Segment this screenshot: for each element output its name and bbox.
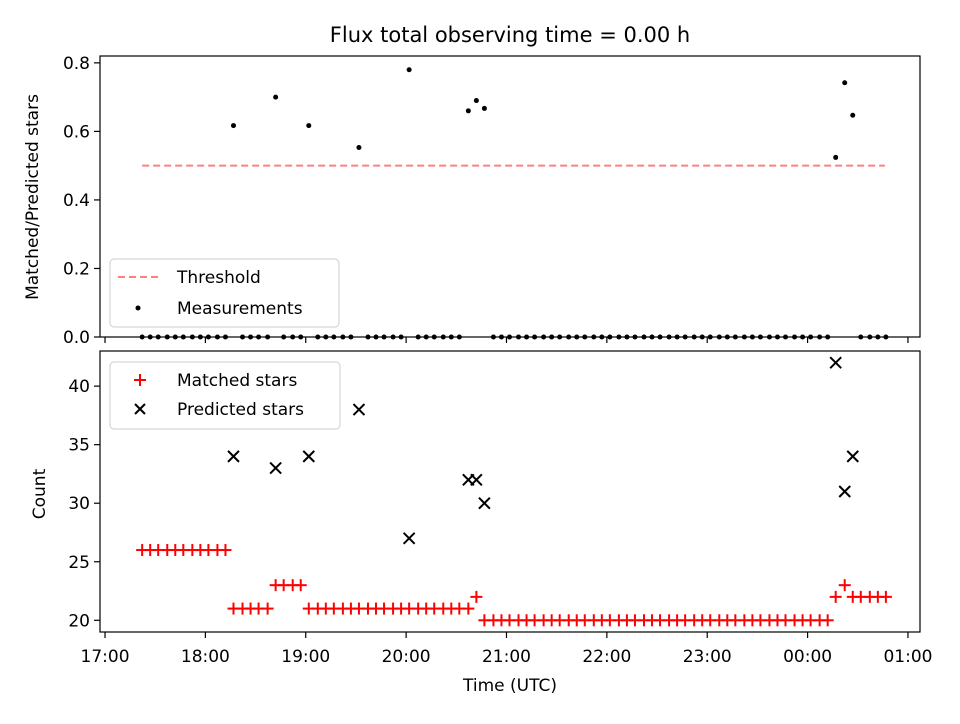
y-tick-label: 25 (68, 553, 90, 573)
x-tick-label: 22:00 (582, 647, 631, 667)
matched-star-point (821, 614, 834, 627)
measurement-point (473, 98, 479, 104)
matched-star-point (829, 590, 842, 603)
predicted-star-point (470, 473, 483, 486)
x-tick-label: 18:00 (181, 647, 230, 667)
predicted-star-point (838, 485, 851, 498)
matched-star-point (462, 602, 475, 615)
y-tick-label: 0.2 (63, 259, 90, 279)
bottom-legend: Matched stars Predicted stars (109, 361, 341, 430)
legend-measurements-label: Measurements (177, 299, 303, 319)
bottom-legend-frame (109, 361, 341, 430)
bottom-axes: 20 25 30 35 40 17:00 18:00 19:00 20:00 21:00 22:00… (68, 350, 932, 667)
y-tick-label: 20 (68, 611, 90, 631)
predicted-star-point (402, 532, 416, 545)
top-axes: 0.0 0.2 0.4 0.6 0.8 (63, 54, 921, 348)
predicted-star-point (227, 450, 240, 463)
measurement-point (356, 144, 362, 150)
predicted-star-point (269, 461, 282, 475)
predicted-star-point (302, 450, 315, 463)
x-tick-label: 00:00 (783, 647, 832, 667)
legend-predicted-swatch (134, 403, 146, 415)
plot-frame (99, 55, 921, 338)
legend-measurements-swatch (135, 305, 141, 311)
predicted-star-point (478, 497, 491, 510)
plot-frame (99, 350, 921, 633)
y-tick-label: 40 (68, 377, 90, 397)
matched-star-point (838, 579, 851, 592)
measurement-point (850, 112, 856, 118)
x-tick-label: 20:00 (382, 647, 431, 667)
legend-predicted-label: Predicted stars (177, 400, 304, 420)
matched-star-point (470, 590, 483, 603)
y-tick-label: 0.6 (63, 122, 90, 142)
x-tick-label: 17:00 (81, 647, 130, 667)
x-tick-label: 23:00 (683, 647, 732, 667)
y-tick-label: 30 (68, 494, 90, 514)
x-tick-label: 19:00 (281, 647, 330, 667)
predicted-star-point (829, 356, 842, 369)
legend-matched-swatch (134, 374, 146, 386)
predicted-star-point (846, 450, 859, 463)
chart-title: Flux total observing time = 0.00 h (330, 23, 690, 47)
measurement-point (842, 80, 848, 86)
ratio-panel: Flux total observing time = 0.00 h Match… (23, 23, 921, 348)
measurement-point (481, 105, 487, 111)
matched-star-point (879, 590, 892, 603)
measurement-point (833, 154, 839, 160)
matched-star-point (219, 544, 232, 557)
top-y-axis-label: Matched/Predicted stars (23, 94, 43, 300)
count-panel: Count Time (UTC) 20 25 30 35 40 17:00 18:00 19:… (30, 350, 932, 696)
measurement-point (406, 67, 412, 73)
y-tick-label: 0.8 (63, 54, 90, 74)
y-tick-label: 35 (68, 436, 90, 456)
measurement-point (306, 123, 312, 129)
top-plot-marks (139, 67, 889, 340)
legend-threshold-label: Threshold (176, 268, 261, 288)
predicted-star-point (352, 403, 366, 416)
x-tick-label: 21:00 (482, 647, 531, 667)
top-legend: Threshold Measurements (109, 258, 340, 328)
top-legend-frame (109, 258, 340, 328)
matched-star-point (261, 602, 274, 615)
y-tick-label: 0.0 (63, 328, 90, 348)
measurement-point (273, 94, 279, 100)
x-tick-label: 01:00 (883, 647, 932, 667)
bottom-y-axis-label: Count (30, 468, 50, 519)
matched-star-point (294, 579, 307, 592)
legend-matched-label: Matched stars (177, 371, 297, 391)
x-axis-label: Time (UTC) (462, 676, 557, 696)
measurement-point (230, 123, 236, 129)
y-tick-label: 0.4 (63, 191, 90, 211)
measurement-point (465, 108, 471, 114)
bottom-plot-marks (136, 356, 892, 627)
